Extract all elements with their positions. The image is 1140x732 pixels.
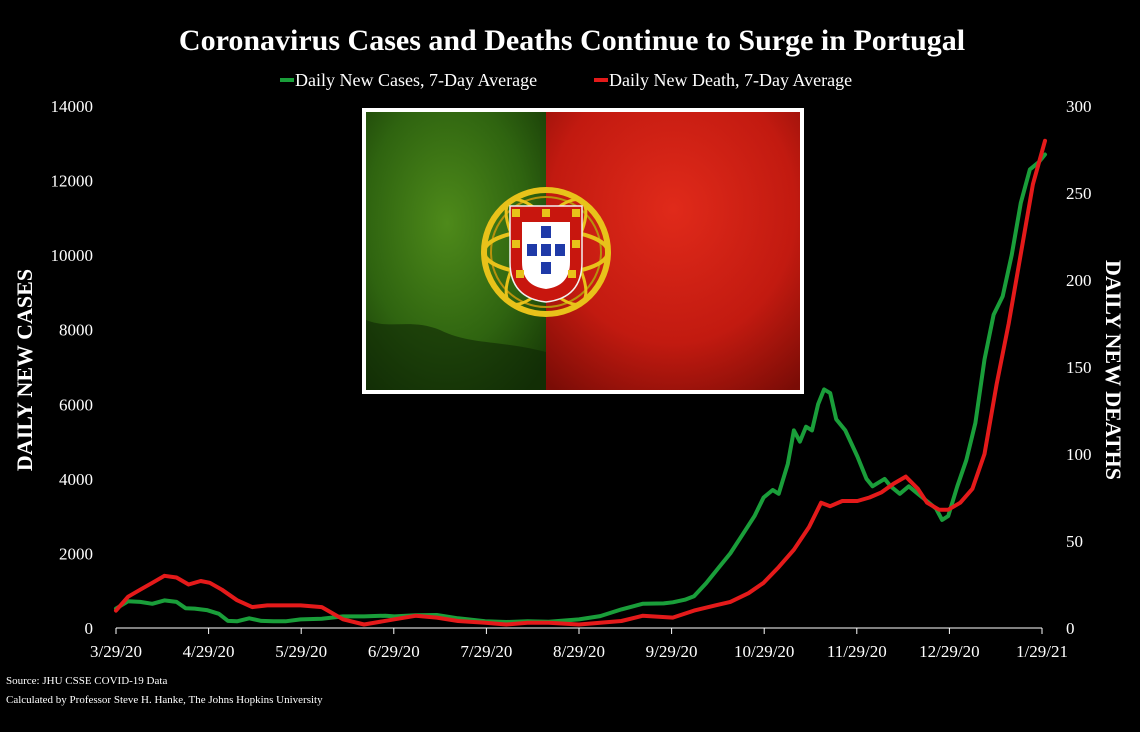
y-right-tick-label: 250 bbox=[1066, 184, 1092, 203]
y-right-tick-label: 300 bbox=[1066, 97, 1092, 116]
y-right-tick-label: 50 bbox=[1066, 532, 1083, 551]
legend-label-cases: Daily New Cases, 7-Day Average bbox=[295, 70, 537, 90]
legend: Daily New Cases, 7-Day Average Daily New… bbox=[280, 70, 852, 90]
x-tick-label: 12/29/20 bbox=[919, 642, 979, 661]
source-line-1: Source: JHU CSSE COVID-19 Data bbox=[6, 675, 167, 687]
y-left-tick-label: 10000 bbox=[51, 246, 94, 265]
x-tick-label: 7/29/20 bbox=[460, 642, 512, 661]
x-tick-label: 1/29/21 bbox=[1016, 642, 1068, 661]
legend-item-cases: Daily New Cases, 7-Day Average bbox=[280, 70, 537, 90]
y-left-tick-label: 2000 bbox=[59, 544, 93, 563]
y-left-tick-label: 4000 bbox=[59, 470, 93, 489]
armillary-sphere-emblem bbox=[481, 187, 611, 317]
axes: 0 2000 4000 6000 8000 10000 12000 14000 0 50 100 15… bbox=[51, 97, 1092, 661]
legend-item-deaths: Daily New Death, 7-Day Average bbox=[594, 70, 852, 90]
y-right-tick-label: 0 bbox=[1066, 619, 1075, 638]
x-tick-label: 6/29/20 bbox=[368, 642, 420, 661]
y-left-tick-label: 14000 bbox=[51, 97, 94, 116]
x-tick-label: 4/29/20 bbox=[183, 642, 235, 661]
y-left-tick-label: 12000 bbox=[51, 172, 94, 191]
flag-red-field bbox=[546, 112, 800, 390]
y-right-tick-label: 150 bbox=[1066, 358, 1092, 377]
y-right-tick-label: 200 bbox=[1066, 271, 1092, 290]
x-tick-label: 5/29/20 bbox=[275, 642, 327, 661]
y-right-tick-label: 100 bbox=[1066, 445, 1092, 464]
flag-image bbox=[362, 108, 804, 394]
chart-title: Coronavirus Cases and Deaths Continue to… bbox=[179, 24, 965, 57]
y-left-tick-label: 6000 bbox=[59, 395, 93, 414]
x-tick-label: 11/29/20 bbox=[827, 642, 887, 661]
y-left-tick-label: 0 bbox=[85, 619, 94, 638]
y-right-axis-title: DAILY NEW DEATHS bbox=[1101, 260, 1126, 480]
y-left-tick-label: 8000 bbox=[59, 321, 93, 340]
x-tick-label: 9/29/20 bbox=[646, 642, 698, 661]
source-line-2: Calculated by Professor Steve H. Hanke, … bbox=[6, 694, 323, 706]
series-line-deaths bbox=[114, 138, 1047, 627]
x-tick-label: 3/29/20 bbox=[90, 642, 142, 661]
x-tick-label: 10/29/20 bbox=[734, 642, 794, 661]
legend-label-deaths: Daily New Death, 7-Day Average bbox=[609, 70, 852, 90]
y-left-axis-title: DAILY NEW CASES bbox=[12, 269, 37, 471]
x-tick-label: 8/29/20 bbox=[553, 642, 605, 661]
series-layer bbox=[114, 138, 1047, 627]
